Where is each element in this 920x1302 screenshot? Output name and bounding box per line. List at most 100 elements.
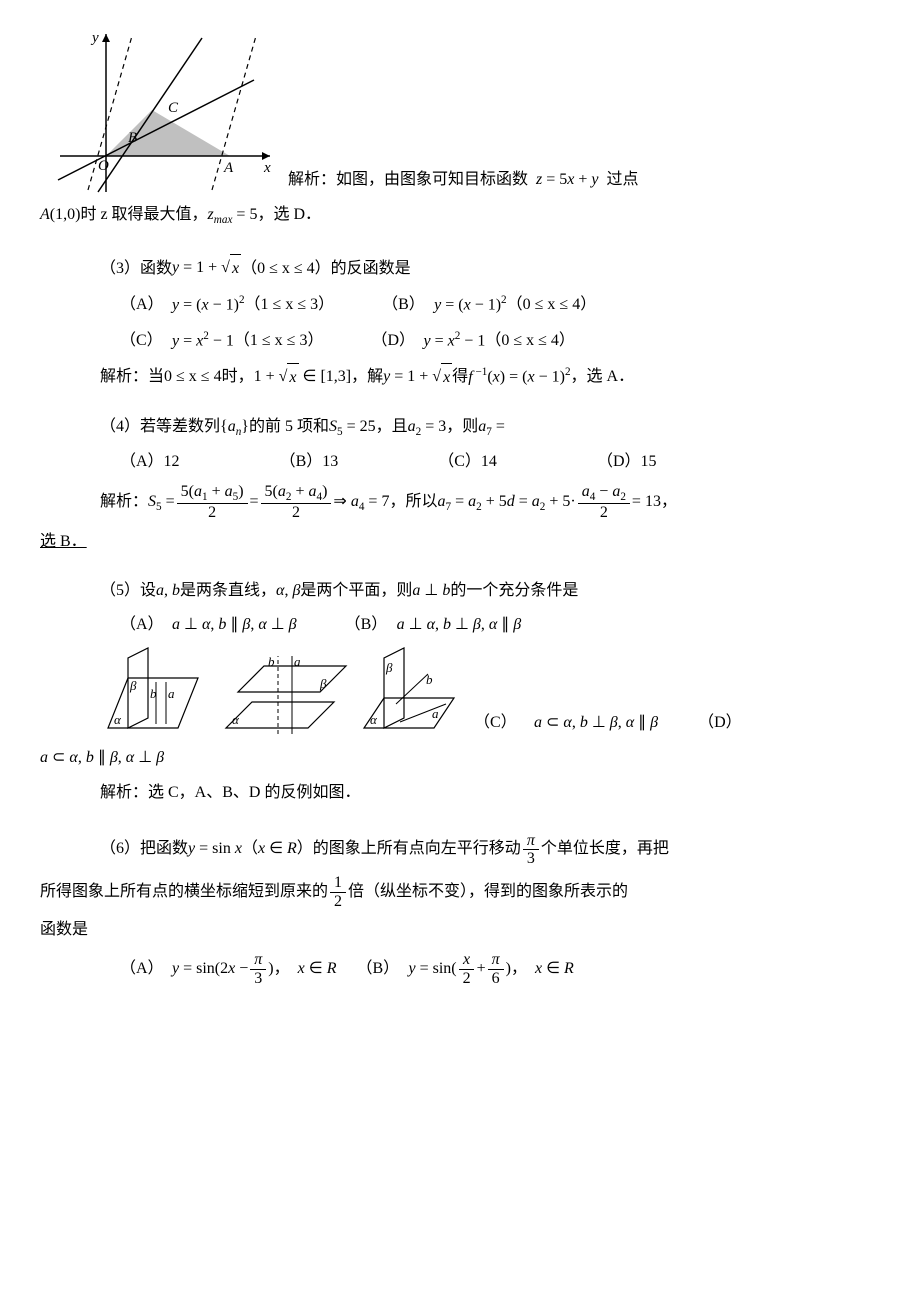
q3-a-label: （A） (120, 291, 172, 320)
q3-solution: 解析：当 0 ≤ x ≤ 4 时， 1 + √x ∈ [1,3] ，解 y = … (40, 362, 880, 392)
q5-ab: a, b (156, 577, 180, 606)
q5-stem: （5）设 a, b 是两条直线， α, β 是两个平面，则 a ⊥ b 的一个充… (40, 577, 880, 606)
q4-a7: a7 = (478, 413, 505, 442)
feasible-region-figure: O x y A B C (40, 20, 280, 195)
q4-sol-mid: ，所以 (389, 488, 437, 517)
svg-text:β: β (385, 660, 393, 675)
q3-a-expr: y = (x − 1)2 (172, 290, 245, 320)
point-c-label: C (168, 100, 179, 116)
q3-sol-e: ，选 A． (571, 363, 635, 392)
q4-a2: a2 = 3 (408, 413, 447, 442)
q6-a-expr: y = sin(2x − (172, 955, 248, 984)
q5-c-label: （C） (474, 709, 526, 738)
q4-sol-end: ， (661, 488, 677, 517)
q2-zmax: zmax = 5 (208, 201, 258, 230)
point-a-label: A (223, 160, 234, 176)
q6-b-label: （B） (356, 955, 408, 984)
q2-expr-z: z = 5x + y (536, 166, 599, 195)
q5-perp: a ⊥ b (412, 577, 450, 606)
q5-stem-d: 的一个充分条件是 (450, 577, 578, 606)
q3-sol-a: 解析：当 (100, 363, 164, 392)
origin-label: O (98, 158, 109, 174)
q2-solution-prefix: 解析：如图，由图象可知目标函数 (288, 166, 528, 195)
q2-point-a: A(1,0) (40, 201, 80, 230)
point-b-label: B (128, 130, 137, 146)
q3-c-expr: y = x2 − 1 (172, 326, 234, 356)
q5-sol-text: 解析：选 C，A、B、D 的反例如图． (100, 779, 360, 808)
q2-row: O x y A B C 解析：如图，由图象可知目标函数 z = 5x + y 过… (40, 20, 880, 195)
q6-stem-a: （6）把函数 (100, 835, 188, 864)
svg-text:β: β (319, 676, 327, 691)
q3-sol-r3: f −1(x) = (x − 1)2 (468, 362, 570, 392)
q5-b-label: （B） (345, 611, 397, 640)
q4-opt-a: （A）12 (120, 448, 180, 477)
q3-sol-d1: 0 ≤ x ≤ 4 (164, 363, 222, 392)
q4-options: （A）12 （B）13 （C）14 （D）15 (40, 448, 880, 477)
q4-stem: （4）若等差数列 {an} 的前 5 项和 S5 = 25 ，且 a2 = 3 … (40, 413, 880, 442)
q5-alb: α, β (276, 577, 300, 606)
q4-frac2: 5(a2 + a4) 2 (261, 483, 332, 522)
q3-sol-r1: 1 + √x ∈ [1,3] (254, 363, 352, 393)
q5-diagrams-row: α β b a α β b a α β b a （C） a ⊂ α, b ⊥ β… (40, 646, 880, 738)
q4-eq2: a7 = a2 + 5d = a2 + 5· (437, 488, 575, 517)
q4-an: {an} (220, 413, 249, 442)
q3-d-label: （D） (371, 327, 423, 356)
svg-text:a: a (168, 686, 175, 701)
q5-diagram-1: α β b a (100, 646, 210, 738)
x-axis-label: x (263, 160, 271, 176)
q4-s5: S5 = 25 (329, 413, 376, 442)
q6-frac-half: 1 2 (330, 874, 346, 910)
q4-opt-b: （B）13 (280, 448, 339, 477)
q6-b-frac1: x 2 (459, 951, 475, 987)
q4-stem-b: 的前 5 项和 (249, 413, 329, 442)
q4-frac1: 5(a1 + a5) 2 (177, 483, 248, 522)
q4-solution: 解析： S5 = 5(a1 + a5) 2 = 5(a2 + a4) 2 ⇒ a… (40, 483, 880, 522)
q4-opt-d: （D）15 (597, 448, 657, 477)
svg-text:b: b (268, 654, 275, 669)
q5-stem-a: （5）设 (100, 577, 156, 606)
q2-solution-suffix: 过点 (607, 166, 639, 195)
svg-text:b: b (150, 686, 157, 701)
q6-b-mid: + (477, 955, 486, 984)
q3-row-cd: （C） y = x2 − 1 （1 ≤ x ≤ 3） （D） y = x2 − … (40, 326, 880, 356)
q5-solution: 解析：选 C，A、B、D 的反例如图． (40, 779, 880, 808)
q4-opt-c: （C）14 (438, 448, 497, 477)
q4-last: 选 B． (40, 528, 880, 557)
q4-eq-mid: = (250, 488, 259, 517)
q6-line3: 函数是 (40, 916, 88, 945)
q3-d-expr: y = x2 − 1 (423, 326, 485, 356)
q6-row-ab: （A） y = sin(2x − π 3 ) ， x ∈ R （B） y = s… (40, 951, 880, 987)
q5-stem-b: 是两条直线， (180, 577, 276, 606)
q4-stem-a: （4）若等差数列 (100, 413, 220, 442)
q6-a-label: （A） (120, 955, 172, 984)
q3-b-expr: y = (x − 1)2 (434, 290, 507, 320)
svg-text:α: α (114, 712, 122, 727)
q3-row-ab: （A） y = (x − 1)2 （1 ≤ x ≤ 3） （B） y = (x … (40, 290, 880, 320)
q3-sol-c: ，解 (351, 363, 383, 392)
q3-stem-a: （3）函数 (100, 255, 172, 284)
q4-sol-pre: 解析： (100, 488, 148, 517)
q5-a-label: （A） (120, 611, 172, 640)
q5-b-expr: a ⊥ α, b ⊥ β, α ∥ β (397, 611, 522, 640)
svg-text:α: α (370, 712, 378, 727)
q5-diagram-3: α β b a (356, 646, 466, 738)
q3-sol-r2: y = 1 + √x (383, 363, 452, 393)
q6-b-tail: ， x ∈ R (511, 955, 574, 984)
q3-b-dom: （0 ≤ x ≤ 4） (507, 291, 597, 320)
q6-f: y = sin x (188, 835, 242, 864)
q3-domain: （0 ≤ x ≤ 4） (241, 255, 331, 284)
q3-expr: y = 1 + √x (172, 254, 241, 284)
q6-stem-c: 个单位长度，再把 (541, 835, 669, 864)
q3-a-dom: （1 ≤ x ≤ 3） (245, 291, 335, 320)
q4-stem-d: ，则 (446, 413, 478, 442)
y-axis-label: y (90, 30, 99, 46)
q6-stem-3: 函数是 (40, 916, 880, 945)
q6-xr: （x ∈ R） (242, 835, 313, 864)
svg-text:β: β (129, 678, 137, 693)
svg-text:a: a (294, 654, 301, 669)
q3-c-dom: （1 ≤ x ≤ 3） (234, 327, 324, 356)
q6-stem-2: 所得图象上所有点的横坐标缩短到原来的 1 2 倍（纵坐标不变），得到的图象所表示… (40, 874, 880, 910)
q2-text-b: 时 z 取得最大值， (80, 201, 207, 230)
q4-eq1-lhs: S5 = (148, 488, 175, 517)
q5-d-expr-line: a ⊂ α, b ∥ β, α ⊥ β (40, 744, 880, 773)
